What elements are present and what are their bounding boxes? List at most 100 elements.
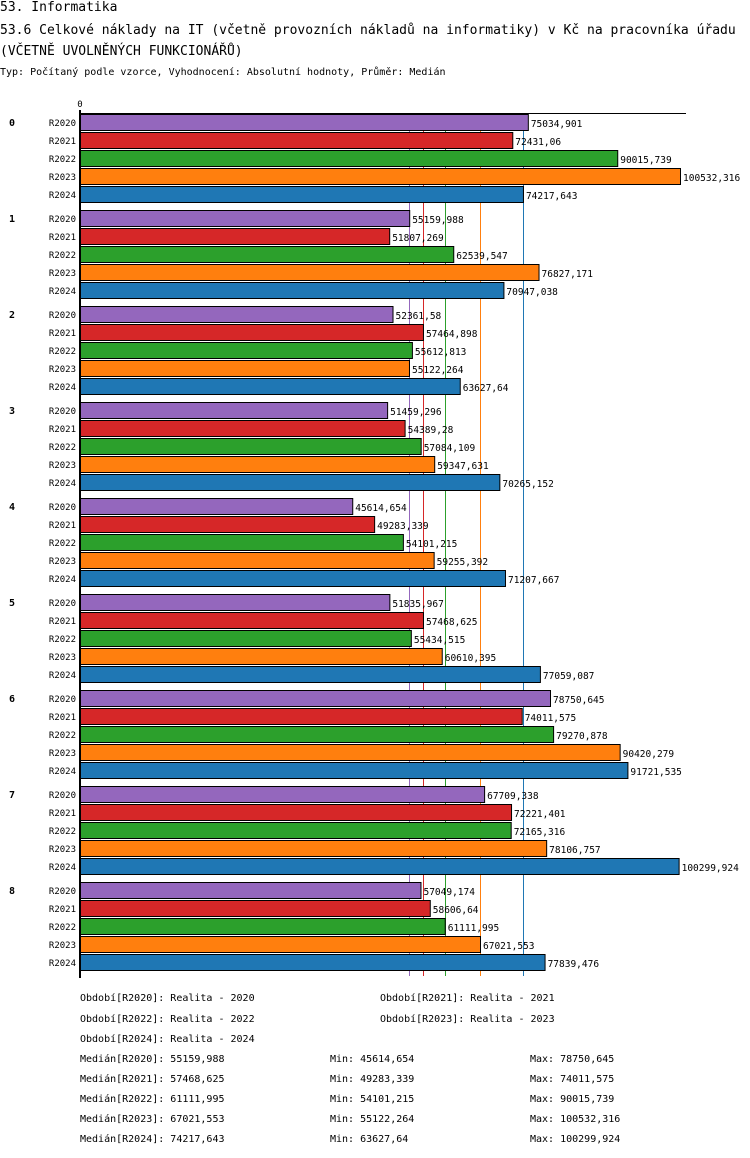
- legend-median: Medián[R2024]: 74217,643: [80, 1134, 225, 1145]
- series-label: R2020: [49, 887, 76, 897]
- data-label: 58606,64: [433, 905, 479, 916]
- series-label: R2020: [49, 407, 76, 417]
- series-label: R2020: [49, 599, 76, 609]
- data-label: 51459,296: [390, 407, 442, 418]
- bar: [80, 498, 354, 515]
- legend-min: Min: 63627,64: [330, 1134, 409, 1145]
- bar: [80, 168, 681, 185]
- series-label: R2022: [49, 731, 76, 741]
- series-label: R2022: [49, 443, 76, 453]
- data-label: 70947,038: [506, 287, 558, 298]
- series-label: R2021: [49, 329, 76, 339]
- bar: [80, 744, 621, 761]
- data-label: 79270,878: [556, 731, 608, 742]
- data-label: 55159,988: [412, 215, 464, 226]
- bar: [80, 900, 431, 917]
- series-label: R2022: [49, 923, 76, 933]
- bar: [80, 246, 455, 263]
- group-label: 6: [9, 694, 15, 705]
- data-label: 91721,535: [630, 767, 681, 778]
- series-label: R2024: [49, 479, 76, 489]
- bar: [80, 840, 548, 857]
- data-label: 57084,109: [424, 443, 476, 454]
- data-label: 74011,575: [525, 713, 576, 724]
- data-label: 51835,967: [392, 599, 443, 610]
- data-label: 67021,553: [483, 941, 534, 952]
- legend-max: Max: 100299,924: [530, 1134, 621, 1145]
- data-label: 57464,898: [426, 329, 478, 340]
- bar: [80, 918, 446, 935]
- data-label: 67709,338: [487, 791, 539, 802]
- legend-min: Min: 55122,264: [330, 1114, 415, 1125]
- series-label: R2023: [49, 365, 76, 375]
- bar: [80, 420, 406, 437]
- data-label: 55122,264: [412, 365, 464, 376]
- series-label: R2021: [49, 713, 76, 723]
- series-label: R2023: [49, 941, 76, 951]
- series-label: R2023: [49, 653, 76, 663]
- series-label: R2022: [49, 827, 76, 837]
- data-label: 100532,316: [683, 173, 740, 184]
- series-label: R2021: [49, 905, 76, 915]
- legend-min: Min: 45614,654: [330, 1054, 415, 1065]
- bar: [80, 456, 436, 473]
- data-label: 51807,269: [392, 233, 444, 244]
- group-label: 8: [9, 886, 15, 897]
- series-label: R2024: [49, 383, 76, 393]
- bar: [80, 282, 505, 299]
- legend-period: Období[R2023]: Realita - 2023: [380, 1014, 555, 1025]
- bar: [80, 612, 424, 629]
- legend-min: Min: 49283,339: [330, 1074, 415, 1085]
- data-label: 100299,924: [682, 863, 739, 874]
- series-label: R2022: [49, 635, 76, 645]
- series-label: R2023: [49, 461, 76, 471]
- data-label: 63627,64: [463, 383, 509, 394]
- series-label: R2024: [49, 671, 76, 681]
- data-label: 71207,667: [508, 575, 559, 586]
- legend-period: Období[R2020]: Realita - 2020: [80, 993, 255, 1004]
- chart-title: 53.6 Celkové náklady na IT (včetně provo…: [0, 23, 736, 59]
- group-label: 5: [9, 598, 15, 609]
- legend-period: Období[R2024]: Realita - 2024: [80, 1034, 255, 1045]
- data-label: 78106,757: [549, 845, 600, 856]
- data-label: 45614,654: [355, 503, 407, 514]
- group-label: 4: [9, 502, 15, 513]
- bar: [80, 210, 411, 227]
- legend-max: Max: 78750,645: [530, 1054, 615, 1065]
- series-label: R2023: [49, 845, 76, 855]
- bar: [80, 342, 413, 359]
- data-label: 70265,152: [502, 479, 553, 490]
- series-label: R2024: [49, 575, 76, 585]
- bar: [80, 474, 501, 491]
- series-label: R2022: [49, 251, 76, 261]
- group-label: 7: [9, 790, 15, 801]
- series-label: R2024: [49, 767, 76, 777]
- bar: [80, 570, 506, 587]
- legend-period: Období[R2021]: Realita - 2021: [380, 993, 555, 1004]
- bar: [80, 858, 680, 875]
- bar: [80, 804, 513, 821]
- legend-median: Medián[R2020]: 55159,988: [80, 1054, 225, 1065]
- series-label: R2020: [49, 119, 76, 129]
- bar: [80, 630, 412, 647]
- section-heading: 53. Informatika: [0, 0, 118, 15]
- bar: [80, 360, 410, 377]
- bar: [80, 516, 376, 533]
- axis-tick-label: 0: [77, 100, 82, 110]
- data-label: 54389,28: [408, 425, 454, 436]
- legend-period: Období[R2022]: Realita - 2022: [80, 1014, 255, 1025]
- series-label: R2022: [49, 347, 76, 357]
- series-label: R2020: [49, 503, 76, 513]
- series-label: R2021: [49, 809, 76, 819]
- data-label: 57049,174: [423, 887, 475, 898]
- bar: [80, 690, 552, 707]
- bar: [80, 186, 524, 203]
- series-label: R2021: [49, 137, 76, 147]
- series-label: R2024: [49, 287, 76, 297]
- data-label: 52361,58: [396, 311, 442, 322]
- data-label: 72221,401: [514, 809, 566, 820]
- legend-median: Medián[R2022]: 61111,995: [80, 1094, 225, 1105]
- series-label: R2022: [49, 539, 76, 549]
- series-label: R2024: [49, 959, 76, 969]
- series-label: R2024: [49, 191, 76, 201]
